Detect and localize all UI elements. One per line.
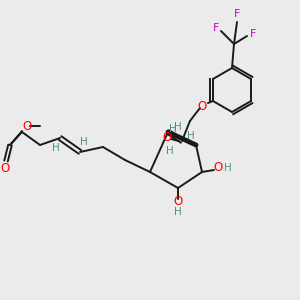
Text: H: H — [174, 122, 182, 132]
Text: H: H — [224, 163, 232, 173]
Text: O: O — [22, 119, 32, 133]
Text: F: F — [250, 29, 256, 39]
Text: H: H — [52, 143, 60, 153]
Text: F: F — [234, 9, 240, 19]
Text: O: O — [213, 161, 223, 175]
Text: O: O — [162, 130, 172, 143]
Text: F: F — [213, 23, 219, 33]
Text: H: H — [80, 137, 88, 147]
Text: H: H — [169, 124, 177, 134]
Text: O: O — [0, 163, 10, 176]
Text: H: H — [174, 207, 182, 217]
Text: H: H — [166, 146, 174, 156]
Text: O: O — [197, 100, 207, 112]
Text: O: O — [173, 196, 183, 208]
Text: H: H — [187, 131, 195, 141]
